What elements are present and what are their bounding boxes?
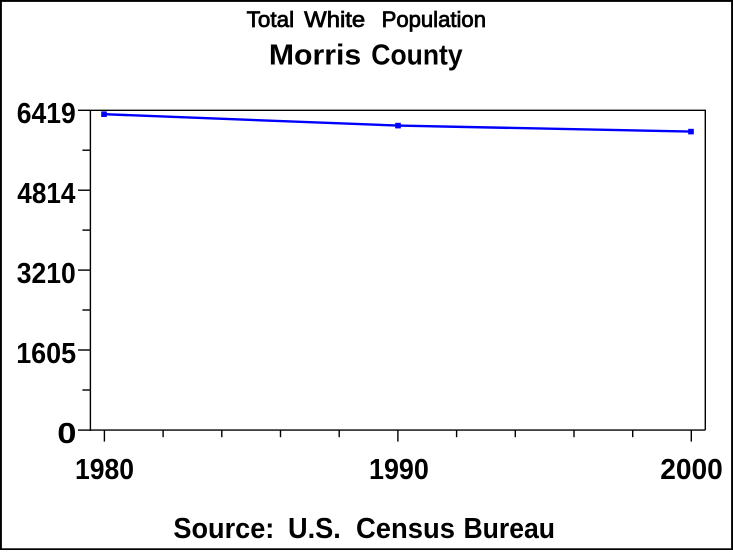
svg-text:Total: Total — [247, 7, 294, 32]
svg-text:0: 0 — [57, 418, 76, 450]
svg-text:U.S.: U.S. — [288, 513, 341, 545]
svg-text:6419: 6419 — [17, 98, 76, 130]
svg-text:1605: 1605 — [16, 338, 76, 370]
svg-text:2000: 2000 — [660, 454, 723, 486]
svg-text:Bureau: Bureau — [464, 513, 556, 545]
svg-text:Source:: Source: — [173, 513, 274, 545]
svg-text:Morris: Morris — [269, 40, 361, 72]
svg-text:4814: 4814 — [17, 178, 75, 210]
svg-text:County: County — [371, 40, 462, 72]
svg-text:3210: 3210 — [17, 258, 76, 290]
svg-text:Census: Census — [356, 513, 455, 545]
svg-text:Population: Population — [382, 7, 486, 32]
svg-text:1980: 1980 — [75, 454, 134, 486]
svg-text:1990: 1990 — [369, 454, 429, 486]
svg-text:White: White — [304, 7, 365, 32]
